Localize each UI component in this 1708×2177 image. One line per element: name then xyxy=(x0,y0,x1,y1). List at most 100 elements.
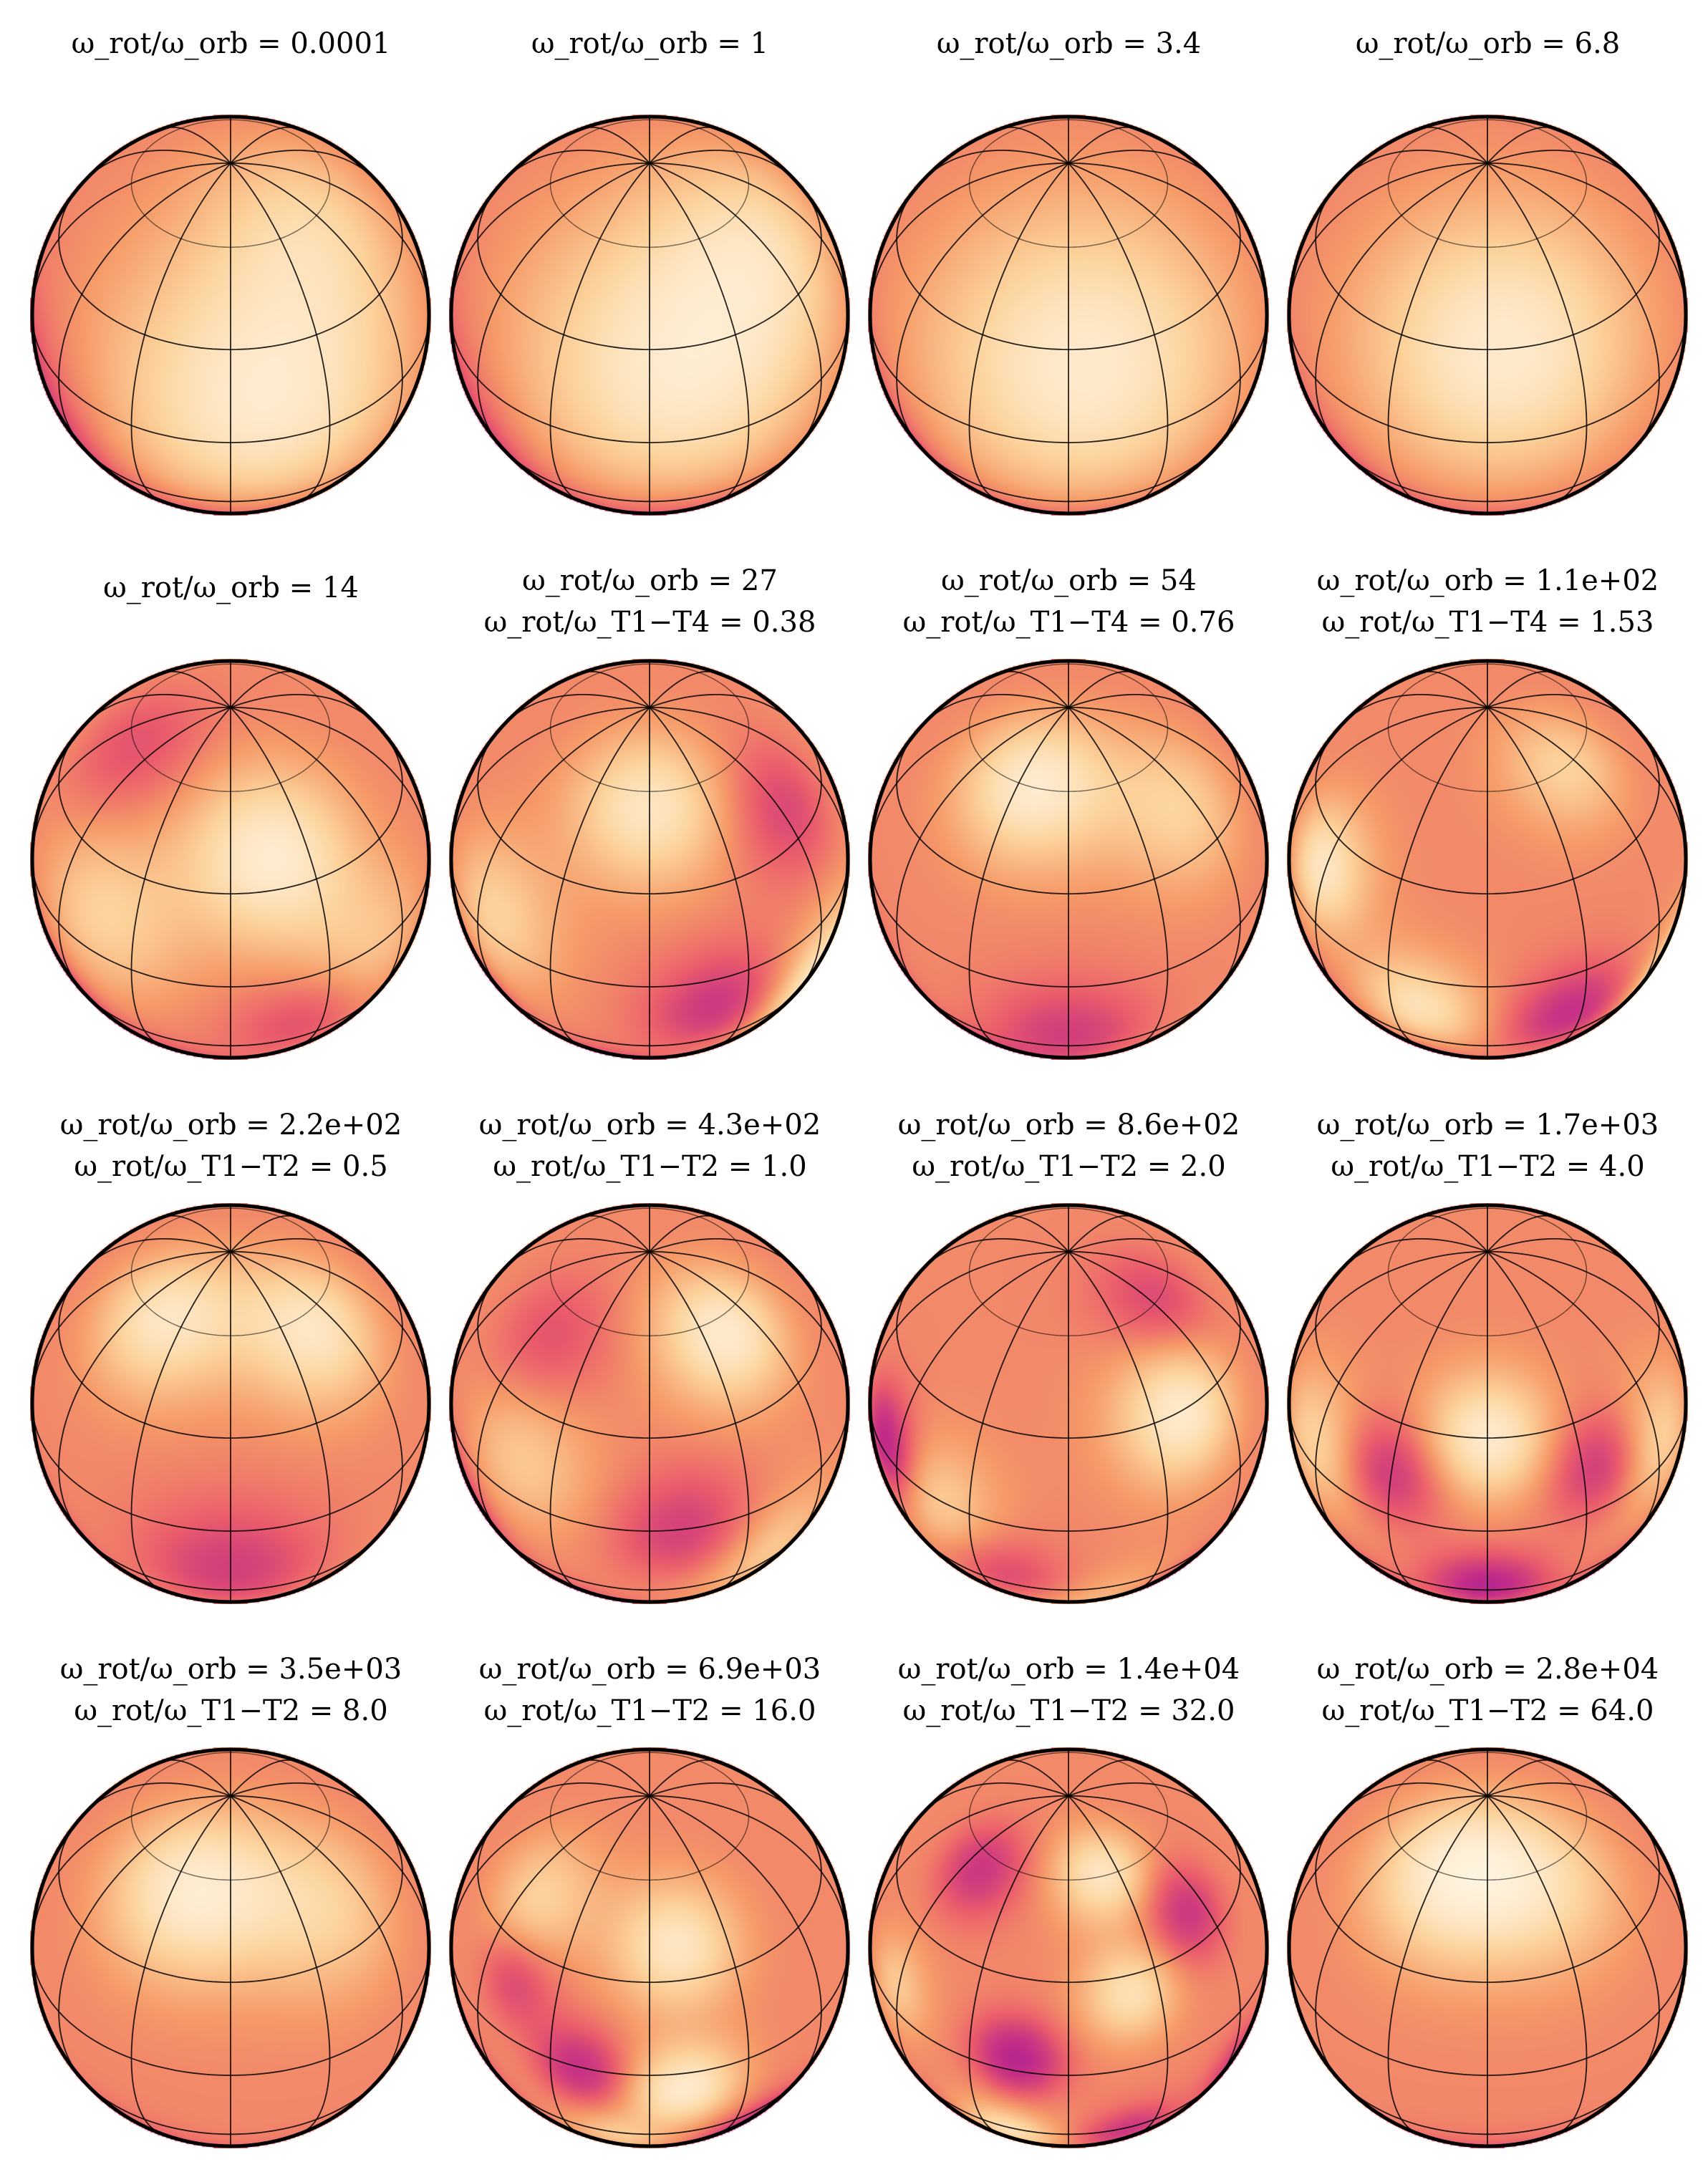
latitude-line xyxy=(1487,730,1660,894)
latitude-line xyxy=(649,1947,849,2076)
meridian-line xyxy=(649,694,796,725)
meridian-line xyxy=(1068,670,1138,708)
latitude-line xyxy=(450,864,650,988)
ratio-value: 27 xyxy=(740,564,778,597)
sphere-outline xyxy=(30,1747,431,2148)
meridian-line xyxy=(1487,670,1557,708)
mode-value: 64.0 xyxy=(1590,1694,1654,1727)
sphere-map xyxy=(30,1203,431,1604)
latitude-line xyxy=(477,186,650,350)
meridian-line xyxy=(1418,126,1488,164)
latitude-line xyxy=(649,445,799,503)
latitude-line xyxy=(450,319,650,443)
meridian-line xyxy=(230,1782,377,1814)
equals-sign: = xyxy=(1074,1653,1117,1686)
mode-line: ω_rot/ω_T1−T2 = 16.0 xyxy=(440,1690,859,1732)
meridian-line xyxy=(1315,706,1488,991)
meridian-line xyxy=(32,162,231,310)
latitude-line xyxy=(649,859,849,988)
meridian-line xyxy=(649,706,822,991)
latitude-line xyxy=(919,1534,1069,1591)
ratio-line: ω_rot/ω_orb = 54 xyxy=(859,560,1278,602)
meridian-line xyxy=(230,1795,331,2134)
meridian-line xyxy=(1068,1782,1215,1814)
mode-value: 16.0 xyxy=(752,1694,816,1727)
sphere-map xyxy=(868,115,1269,516)
panel-title: ω_rot/ω_orb = 3.5e+03 ω_rot/ω_T1−T2 = 8.0 xyxy=(21,1649,440,1732)
meridian-line xyxy=(549,163,650,501)
sphere-map xyxy=(449,1747,850,2148)
meridian-line xyxy=(1487,1759,1557,1797)
meridian-line xyxy=(1487,126,1557,164)
meridian-line xyxy=(161,126,231,164)
meridian-line xyxy=(649,1250,822,1535)
sphere-panel: ω_rot/ω_orb = 27 ω_rot/ω_T1−T4 = 0.38 xyxy=(440,551,859,1088)
meridian-line xyxy=(1315,1795,1488,2080)
ratio-line: ω_rot/ω_orb = 6.9e+03 xyxy=(440,1649,859,1690)
panel-title: ω_rot/ω_orb = 1.4e+04 ω_rot/ω_T1−T2 = 32.… xyxy=(859,1649,1278,1732)
meridian-line xyxy=(84,1782,231,1814)
ratio-value: 3.4 xyxy=(1155,27,1202,60)
ratio-value: 0.0001 xyxy=(290,27,391,60)
meridian-line xyxy=(1068,126,1138,164)
mode-label: ω_rot/ω_T1−T4 xyxy=(902,606,1129,639)
meridian-line xyxy=(230,694,377,725)
meridian-line xyxy=(230,126,300,164)
graticule xyxy=(1287,659,1688,1060)
graticule xyxy=(449,1747,850,2148)
meridian-line xyxy=(1288,706,1488,854)
meridian-line xyxy=(450,1250,650,1399)
ratio-value: 54 xyxy=(1159,564,1197,597)
meridian-line xyxy=(580,1215,650,1252)
meridian-line xyxy=(230,150,377,181)
meridian-line xyxy=(58,1795,231,2080)
ratio-line: ω_rot/ω_orb = 2.2e+02 xyxy=(21,1104,440,1146)
latitude-line xyxy=(1068,990,1218,1047)
sphere-map xyxy=(30,115,431,516)
latitude-line xyxy=(1487,859,1687,988)
sphere-panel: ω_rot/ω_orb = 14 xyxy=(21,551,440,1088)
latitude-line xyxy=(32,319,231,443)
meridian-line xyxy=(999,1215,1069,1252)
meridian-line xyxy=(649,1251,750,1590)
ratio-line: ω_rot/ω_orb = 3.4 xyxy=(859,23,1278,64)
mode-label: ω_rot/ω_T1−T2 xyxy=(483,1694,710,1727)
latitude-line xyxy=(230,1275,403,1439)
ratio-value: 1 xyxy=(750,27,769,60)
mode-value: 8.0 xyxy=(342,1694,388,1727)
ratio-label: ω_rot/ω_orb xyxy=(478,1109,656,1141)
meridian-line xyxy=(1341,1782,1488,1814)
ratio-line: ω_rot/ω_orb = 27 xyxy=(440,560,859,602)
ratio-value: 6.9e+03 xyxy=(698,1653,821,1686)
meridian-line xyxy=(999,1759,1069,1797)
equals-sign: = xyxy=(1557,1150,1600,1183)
meridian-line xyxy=(968,163,1069,501)
latitude-line xyxy=(230,1403,430,1532)
panel-title: ω_rot/ω_orb = 54 ω_rot/ω_T1−T4 = 0.76 xyxy=(859,560,1278,643)
graticule xyxy=(1287,115,1688,516)
latitude-line xyxy=(230,445,380,503)
latitude-line xyxy=(1338,445,1488,503)
sphere-map xyxy=(1287,659,1688,1060)
ratio-line: ω_rot/ω_orb = 2.8e+04 xyxy=(1278,1649,1697,1690)
meridian-line xyxy=(130,163,231,501)
mode-line: ω_rot/ω_T1−T2 = 4.0 xyxy=(1278,1146,1697,1187)
meridian-line xyxy=(1068,1795,1268,1949)
equals-sign: = xyxy=(719,1150,762,1183)
meridian-line xyxy=(161,1759,231,1797)
graticule xyxy=(868,1747,1269,2148)
mode-value: 1.0 xyxy=(761,1150,807,1183)
meridian-line xyxy=(1418,1215,1488,1252)
equals-sign: = xyxy=(655,1653,698,1686)
equals-sign: = xyxy=(708,27,751,60)
ratio-line: ω_rot/ω_orb = 3.5e+03 xyxy=(21,1649,440,1690)
latitude-line xyxy=(1487,186,1660,350)
meridian-line xyxy=(1068,1238,1215,1270)
meridian-line xyxy=(649,1795,849,1949)
latitude-line xyxy=(1068,1275,1241,1439)
mode-value: 1.53 xyxy=(1590,606,1654,639)
latitude-line xyxy=(500,1534,650,1591)
latitude-line xyxy=(1315,1275,1488,1439)
equals-sign: = xyxy=(1548,1694,1591,1727)
sphere-map xyxy=(449,1203,850,1604)
